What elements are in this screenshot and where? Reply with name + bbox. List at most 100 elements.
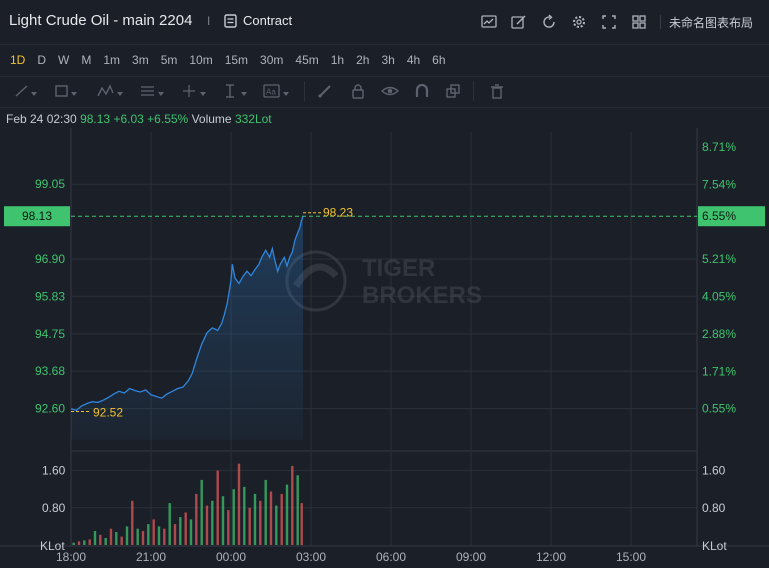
- x-tick-label: 15:00: [616, 550, 646, 564]
- volume-bar: [125, 526, 129, 545]
- x-tick-label: 00:00: [216, 550, 246, 564]
- y-left-tick-label: 96.90: [35, 252, 65, 266]
- fib-tool-icon[interactable]: [139, 83, 167, 99]
- period-2h[interactable]: 2h: [356, 53, 370, 67]
- layout-grid-icon[interactable]: [624, 10, 654, 34]
- volume-bar: [115, 532, 118, 545]
- info-change-pct: +6.55%: [147, 112, 189, 126]
- shape-tool-icon[interactable]: [54, 83, 80, 99]
- watermark: TIGER BROKERS: [285, 250, 482, 312]
- volume-bar: [221, 496, 225, 545]
- volume-bar: [104, 538, 107, 545]
- period-3h[interactable]: 3h: [381, 53, 395, 67]
- tool-divider: [304, 81, 305, 101]
- volume-bar: [93, 531, 97, 545]
- watermark-text-brokers: BROKERS: [362, 282, 482, 309]
- top-bar: Light Crude Oil - main 2204 I Contract 未…: [0, 0, 769, 45]
- period-5m[interactable]: 5m: [160, 53, 178, 67]
- current-price-tag-text: 98.13: [22, 209, 52, 223]
- period-45m[interactable]: 45m: [295, 53, 319, 67]
- position-tool-icon[interactable]: [181, 83, 209, 99]
- contract-button[interactable]: Contract: [224, 13, 292, 28]
- info-time: Feb 24 02:30: [6, 112, 77, 126]
- y-right-tick-label: 2.88%: [702, 327, 736, 341]
- volume-bar: [157, 526, 161, 545]
- volume-bar: [184, 512, 187, 545]
- volume-bar: [77, 541, 81, 545]
- lock-icon[interactable]: [350, 83, 366, 99]
- volume-bar: [195, 493, 198, 545]
- toolbar-divider: [659, 15, 661, 29]
- volume-tick-label-right: 1.60: [702, 464, 726, 478]
- brush-icon[interactable]: [317, 83, 333, 99]
- period-m[interactable]: M: [81, 53, 92, 67]
- period-1d[interactable]: 1D: [10, 53, 26, 67]
- layout-name-label[interactable]: 未命名图表布局: [668, 15, 753, 30]
- line-tool-icon[interactable]: [14, 83, 40, 99]
- x-tick-label: 03:00: [296, 550, 326, 564]
- period-15m[interactable]: 15m: [224, 53, 249, 67]
- volume-bar: [152, 519, 155, 545]
- x-tick-label: 18:00: [56, 550, 86, 564]
- volume-bar: [168, 503, 171, 545]
- axis-labels: 18:00 21:00 00:00 03:00 06:00 09:00 12:00 15:00…: [35, 140, 736, 564]
- period-3m[interactable]: 3m: [132, 53, 149, 67]
- volume-bar: [72, 542, 75, 545]
- drawing-toolbar: Aa: [0, 76, 769, 108]
- volume-bar: [227, 510, 230, 545]
- eye-icon[interactable]: [381, 83, 399, 99]
- volume-bar: [109, 528, 113, 545]
- tool-divider: [473, 81, 474, 101]
- magnet-icon[interactable]: [414, 83, 430, 99]
- volume-bar: [147, 524, 150, 545]
- volume-bars: [72, 463, 303, 546]
- volume-bar: [296, 475, 299, 546]
- ohlc-info-bar: Feb 24 02:30 98.13 +6.03 +6.55% Volume 3…: [6, 112, 272, 126]
- period-1m[interactable]: 1m: [103, 53, 121, 67]
- y-right-tick-label: 5.21%: [702, 252, 736, 266]
- volume-bar: [136, 528, 139, 545]
- pattern-tool-icon[interactable]: [96, 83, 126, 99]
- period-w[interactable]: W: [58, 53, 70, 67]
- info-volume-label: Volume: [191, 112, 232, 126]
- watermark-text-tiger: TIGER: [362, 255, 435, 282]
- period-6h[interactable]: 6h: [432, 53, 446, 67]
- volume-tick-label-right: 0.80: [702, 501, 726, 515]
- period-4h[interactable]: 4h: [406, 53, 421, 67]
- volume-bar: [163, 528, 166, 545]
- volume-bar: [275, 505, 278, 545]
- layers-icon[interactable]: [445, 83, 461, 99]
- volume-bar: [205, 505, 209, 545]
- volume-bar: [211, 500, 214, 545]
- period-30m[interactable]: 30m: [260, 53, 284, 67]
- volume-bar: [173, 524, 177, 545]
- price-area: [71, 216, 303, 440]
- price-line: [70, 215, 304, 412]
- y-right-tick-label: 8.71%: [702, 140, 736, 154]
- settings-icon[interactable]: [564, 10, 594, 34]
- chart-type-icon[interactable]: [474, 10, 504, 34]
- period-1h[interactable]: 1h: [330, 53, 345, 67]
- fullscreen-icon[interactable]: [594, 10, 624, 34]
- contract-label: Contract: [243, 13, 293, 28]
- period-10m[interactable]: 10m: [189, 53, 213, 67]
- volume-bar: [243, 486, 246, 545]
- info-volume-value: 332Lot: [234, 112, 272, 126]
- trash-icon[interactable]: [489, 83, 505, 99]
- x-tick-label: 09:00: [456, 550, 486, 564]
- y-right-tick-label: 0.55%: [702, 401, 736, 415]
- instrument-title[interactable]: Light Crude Oil - main 2204: [9, 12, 193, 29]
- refresh-icon[interactable]: [534, 10, 564, 34]
- edit-icon[interactable]: [504, 10, 534, 34]
- y-right-tick-label: 1.71%: [702, 364, 736, 378]
- period-d[interactable]: D: [37, 53, 47, 67]
- text-cursor-tool-icon[interactable]: [222, 83, 250, 99]
- volume-bar: [141, 531, 145, 545]
- volume-bar: [131, 500, 134, 545]
- current-pct-tag: [698, 206, 765, 227]
- text-label-tool-icon[interactable]: Aa: [262, 83, 292, 99]
- y-left-tick-label: 92.60: [35, 402, 65, 416]
- info-price: 98.13: [80, 112, 111, 126]
- volume-bar: [259, 500, 262, 545]
